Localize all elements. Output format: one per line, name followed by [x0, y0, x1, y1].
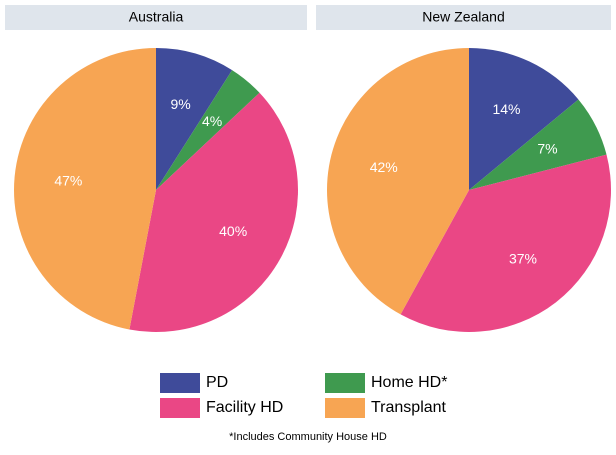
pie-slice: [469, 99, 607, 190]
legend-swatch: [160, 398, 200, 418]
pie-slice: [129, 92, 298, 332]
legend-label: PD: [206, 374, 228, 391]
legend-swatch: [325, 373, 365, 393]
pie-slice: [14, 48, 156, 330]
slice-label: 47%: [54, 172, 82, 188]
footnote: *Includes Community House HD: [229, 431, 387, 443]
legend-swatch: [325, 398, 365, 418]
legend-label: Home HD*: [371, 374, 447, 391]
legend-swatch: [160, 373, 200, 393]
slice-label: 42%: [370, 159, 398, 175]
slice-label: 14%: [492, 101, 520, 117]
pie-slice: [327, 48, 469, 315]
pie-slice: [156, 48, 233, 190]
pie-slice: [469, 48, 579, 190]
slice-label: 7%: [537, 141, 557, 157]
panel-title: New Zealand: [422, 9, 505, 25]
legend-label: Transplant: [371, 399, 447, 416]
panel-title: Australia: [129, 9, 184, 25]
slice-label: 40%: [219, 223, 247, 239]
pie-slice: [156, 70, 260, 190]
slice-label: 4%: [202, 113, 222, 129]
slice-label: 9%: [170, 96, 190, 112]
panel-header: [5, 5, 307, 30]
pie-slice: [400, 154, 611, 332]
legend-label: Facility HD: [206, 399, 283, 416]
slice-label: 37%: [509, 250, 537, 266]
panel-header: [316, 5, 611, 30]
